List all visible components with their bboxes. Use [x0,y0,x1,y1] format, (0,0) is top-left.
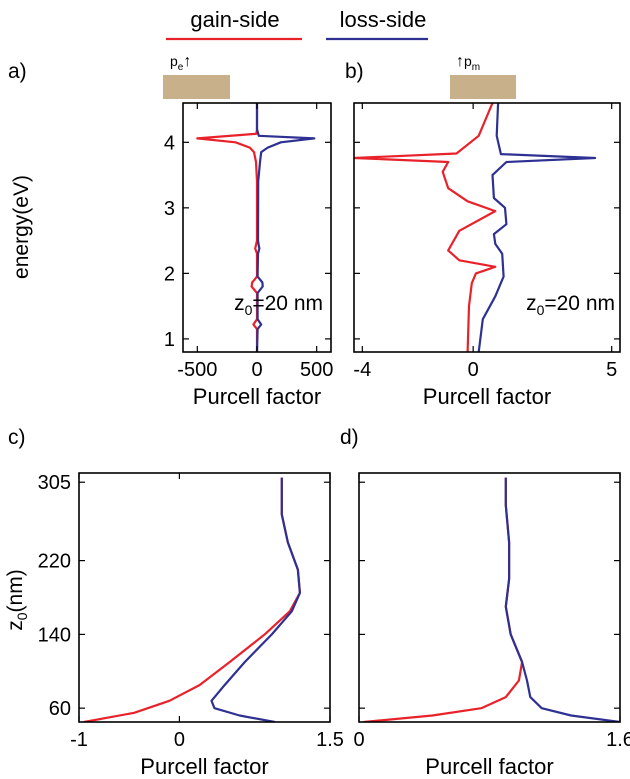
xlabel-c: Purcell factor [140,754,268,779]
annotation-a: z0=20 nm [234,292,323,318]
ytick-label-c-0: 60 [49,698,71,720]
ytick-label-c-1: 140 [38,624,71,646]
legend-gain-label: gain-side [190,7,279,32]
panel-b: b) ↑pm -4 0 5 Purcell factor z0=20 nm [345,53,620,409]
panel-label-d: d) [340,426,359,449]
xtick-label-a-0: -500 [177,359,217,381]
ytick-label-a-1: 2 [164,263,175,285]
xlabel-d: Purcell factor [425,754,553,779]
ytick-label-a-3: 4 [164,132,175,154]
xtick-label-a-1: 0 [251,359,262,381]
panel-label-b: b) [345,60,364,83]
legend: gain-side loss-side [166,7,428,39]
xtick-label-b-2: 5 [606,359,617,381]
annotation-b: z0=20 nm [526,292,615,318]
axes-frame-c [79,473,330,722]
panel-a: a) pe↑ -500 0 500 1 2 3 4 Purcell factor energy(eV… [8,53,333,409]
xtick-label-a-2: 500 [300,359,333,381]
series-line-d-gain [364,478,522,722]
series-line-c-gain [84,478,300,722]
panel-label-c: c) [8,426,26,449]
xtick-label-d-0: 0 [353,729,364,751]
axes-frame-d [359,473,620,722]
ylabel-a: energy(eV) [10,175,33,279]
xtick-label-d-1: 1.6 [606,729,630,751]
legend-loss-label: loss-side [340,7,427,32]
ylabel-c: z0(nm) [4,569,30,630]
slab-rect-a [163,75,230,99]
slab-rect-b [450,75,516,99]
ytick-label-a-2: 3 [164,198,175,220]
xtick-label-c-1: 0 [174,729,185,751]
xtick-label-b-0: -4 [353,359,371,381]
xlabel-b: Purcell factor [423,384,551,409]
dipole-label-b: ↑pm [456,53,480,73]
panel-label-a: a) [8,60,27,83]
xtick-label-c-0: -1 [70,729,88,751]
panel-c: c) -1 0 1.5 60 140 220 305 Purcell factor z0(nm) [4,426,344,779]
dipole-label-a: pe↑ [170,53,191,73]
series-line-c-loss [212,478,300,722]
ytick-label-c-3: 305 [38,472,71,494]
ytick-label-a-0: 1 [164,329,175,351]
panel-d: d) 0 1.6 Purcell factor [340,426,630,779]
xtick-label-b-1: 0 [468,359,479,381]
series-line-d-loss [506,478,620,722]
xlabel-a: Purcell factor [193,384,321,409]
xtick-label-c-2: 1.5 [316,729,344,751]
series-line-b-gain [354,103,495,352]
ytick-label-c-2: 220 [38,551,71,573]
